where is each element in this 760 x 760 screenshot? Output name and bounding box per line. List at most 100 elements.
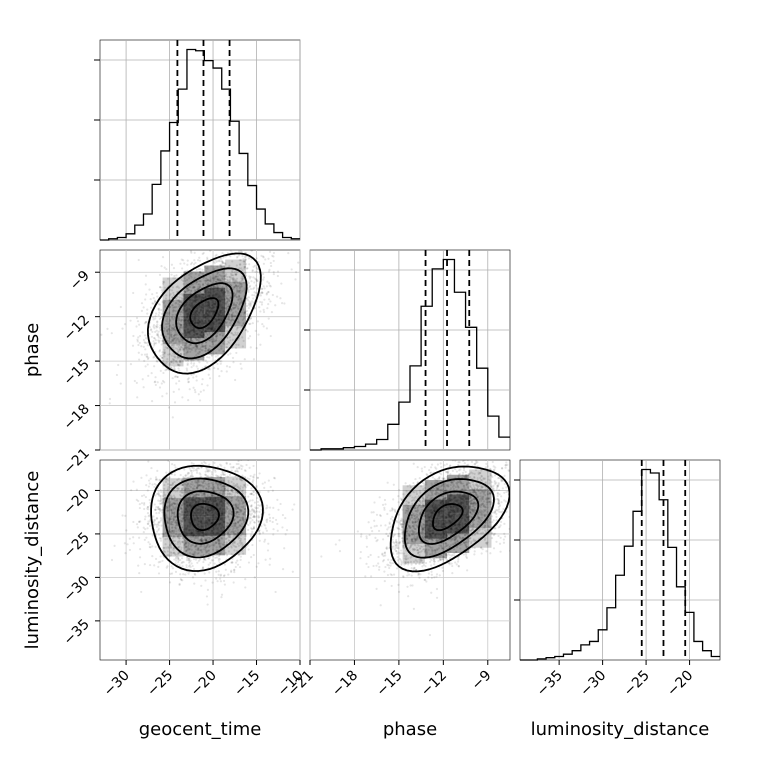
sample-point (171, 343, 174, 347)
sample-point (157, 339, 160, 342)
sample-point (198, 270, 202, 274)
scatter-panel-geocent_time-phase (99, 249, 301, 451)
sample-point (194, 350, 197, 353)
sample-point (186, 286, 189, 290)
sample-point (132, 291, 135, 295)
sample-point (174, 360, 177, 363)
sample-point (266, 518, 269, 521)
sample-point (192, 283, 195, 286)
sample-point (221, 277, 224, 280)
sample-point (225, 285, 228, 288)
sample-point (165, 311, 169, 314)
sample-point (141, 331, 144, 334)
sample-point (146, 344, 150, 347)
sample-point (236, 469, 239, 473)
sample-point (212, 279, 216, 282)
sample-point (139, 548, 142, 551)
sample-point (234, 451, 236, 453)
sample-point (135, 523, 139, 526)
sample-point (232, 544, 235, 547)
sample-point (248, 275, 251, 278)
sample-point (154, 330, 157, 334)
sample-point (152, 318, 155, 321)
sample-point (169, 335, 172, 338)
sample-point (190, 348, 193, 351)
sample-point (246, 299, 250, 302)
sample-point (176, 478, 179, 482)
sample-point (198, 270, 202, 273)
sample-point (216, 454, 218, 456)
sample-point (215, 253, 218, 256)
sample-point (270, 311, 274, 314)
sample-point (223, 262, 226, 265)
sample-point (178, 359, 182, 362)
sample-point (251, 322, 254, 325)
sample-point (161, 339, 164, 342)
sample-point (206, 349, 210, 352)
sample-point (232, 302, 235, 305)
sample-point (174, 329, 177, 332)
sample-point (234, 378, 237, 382)
sample-point (239, 464, 243, 467)
sample-point (161, 395, 164, 398)
sample-point (250, 528, 254, 531)
sample-point (163, 266, 166, 269)
sample-point (221, 275, 225, 278)
sample-point (189, 263, 193, 266)
sample-point (172, 352, 175, 355)
sample-point (213, 366, 216, 370)
sample-point (249, 474, 252, 478)
sample-point (237, 343, 240, 346)
sample-point (156, 381, 159, 384)
sample-point (218, 279, 221, 282)
sample-point (208, 338, 211, 342)
sample-point (169, 333, 172, 336)
sample-point (161, 357, 164, 360)
sample-point (218, 260, 222, 263)
sample-point (198, 259, 202, 262)
sample-point (140, 345, 143, 348)
sample-point (247, 296, 250, 299)
sample-point (229, 278, 232, 281)
sample-point (274, 304, 277, 307)
sample-point (204, 346, 207, 350)
sample-point (253, 576, 256, 579)
sample-point (218, 540, 221, 543)
sample-point (184, 573, 187, 576)
sample-point (166, 501, 169, 504)
sample-point (234, 315, 237, 318)
sample-point (173, 342, 176, 345)
sample-point (226, 336, 229, 340)
sample-point (220, 332, 223, 335)
sample-point (195, 268, 198, 272)
sample-point (241, 250, 243, 251)
sample-point (194, 343, 197, 346)
sample-point (172, 390, 175, 393)
sample-point (247, 337, 250, 340)
sample-point (210, 338, 213, 341)
sample-point (226, 292, 229, 295)
sample-point (187, 398, 190, 402)
sample-point (179, 361, 182, 364)
sample-point (241, 277, 244, 280)
sample-point (166, 346, 169, 350)
sample-point (205, 595, 209, 598)
sample-point (147, 479, 151, 482)
sample-point (232, 453, 234, 455)
sample-point (267, 298, 271, 301)
sample-point (158, 285, 162, 289)
sample-point (138, 506, 141, 510)
sample-point (235, 295, 239, 299)
sample-point (161, 353, 164, 356)
sample-point (172, 359, 175, 362)
sample-point (166, 505, 169, 508)
sample-point (178, 360, 181, 363)
sample-point (181, 509, 184, 512)
sample-point (235, 462, 238, 466)
sample-point (181, 348, 184, 351)
sample-point (225, 461, 228, 464)
sample-point (193, 346, 196, 349)
density-cell (183, 338, 205, 361)
sample-point (246, 313, 249, 316)
sample-point (178, 300, 182, 303)
